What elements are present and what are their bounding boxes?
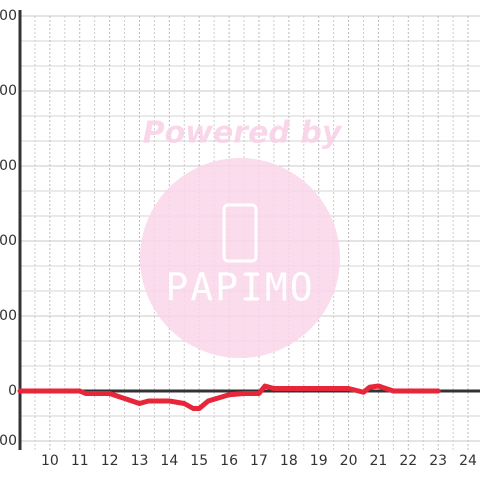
x-tick-label: 15 [190,453,208,469]
x-tick-label: 16 [220,453,238,469]
x-tick-label: 12 [101,453,119,469]
x-tick-label: 20 [340,453,358,469]
x-tick-label: 19 [310,453,328,469]
watermark-logo: PAPIMO [165,266,314,310]
line-series [17,383,441,411]
x-tick-label: 24 [459,453,477,469]
watermark-icon [222,203,258,263]
watermark: Powered by PAPIMO [140,116,343,358]
y-tick-label: 120,000 [0,83,17,99]
x-tick-label: 23 [429,453,447,469]
y-tick-label: 90,000 [0,158,17,174]
y-tick-label: 30,000 [0,308,17,324]
x-tick-label: 13 [131,453,149,469]
watermark-text: Powered by [143,116,343,151]
x-tick-label: 22 [399,453,417,469]
x-tick-label: 11 [71,453,89,469]
y-tick-label: 60,000 [0,233,17,249]
x-tick-label: 21 [370,453,388,469]
watermark-circle [140,158,340,358]
y-tick-label: 150,000 [0,8,17,24]
y-tick-label: 0 [8,383,17,399]
x-tick-label: 18 [280,453,298,469]
x-tick-label: 14 [160,453,178,469]
x-tick-label: 10 [41,453,59,469]
y-tick-label: -20,000 [0,433,17,449]
x-tick-label: 17 [250,453,268,469]
